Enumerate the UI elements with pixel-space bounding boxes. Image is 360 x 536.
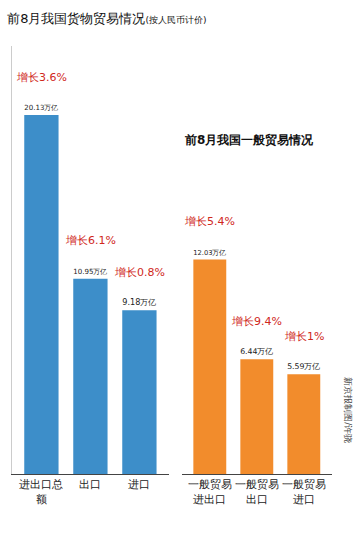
svg-text:6.44万亿: 6.44万亿 xyxy=(240,347,273,356)
svg-text:一般贸易出口: 一般贸易出口 xyxy=(235,478,279,505)
svg-text:20.13万亿: 20.13万亿 xyxy=(24,103,58,112)
svg-text:新京报制图/许骁: 新京报制图/许骁 xyxy=(343,377,353,443)
svg-text:9.18万亿: 9.18万亿 xyxy=(122,297,156,307)
svg-text:增长6.1%: 增长6.1% xyxy=(65,234,116,247)
svg-text:前8月我国一般贸易情况: 前8月我国一般贸易情况 xyxy=(184,133,314,147)
svg-text:5.59万亿: 5.59万亿 xyxy=(287,362,320,371)
svg-text:前8月我国货物贸易情况(按人民币计价): 前8月我国货物贸易情况(按人民币计价) xyxy=(7,11,206,26)
svg-text:一般贸易进口: 一般贸易进口 xyxy=(282,478,326,505)
svg-text:增长1%: 增长1% xyxy=(284,330,324,343)
svg-text:增长9.4%: 增长9.4% xyxy=(231,315,282,328)
svg-text:增长0.8%: 增长0.8% xyxy=(114,266,165,279)
svg-text:增长5.4%: 增长5.4% xyxy=(184,215,235,228)
svg-text:一般贸易进出口: 一般贸易进出口 xyxy=(188,478,232,505)
svg-text:进出口总额: 进出口总额 xyxy=(19,478,63,505)
svg-text:12.03万亿: 12.03万亿 xyxy=(193,249,226,257)
svg-text:增长3.6%: 增长3.6% xyxy=(16,71,67,84)
svg-text:进口: 进口 xyxy=(128,478,150,491)
svg-text:出口: 出口 xyxy=(79,478,101,491)
svg-text:10.95万亿: 10.95万亿 xyxy=(73,267,107,276)
